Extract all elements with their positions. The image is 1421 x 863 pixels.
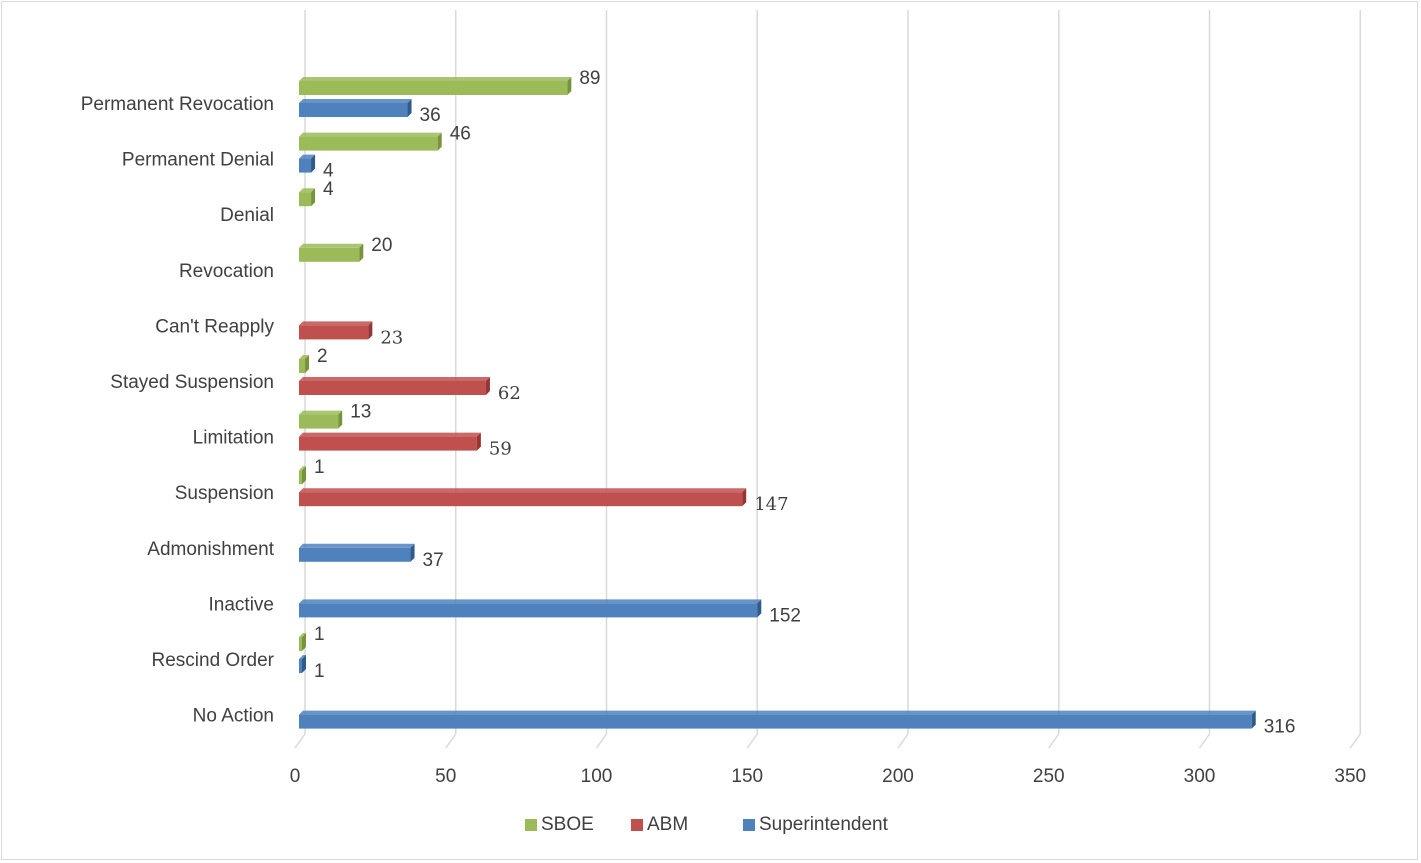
category-label-can-t-reapply: Can't Reapply — [155, 316, 274, 337]
category-label-stayed-suspension: Stayed Suspension — [110, 372, 274, 393]
bars — [299, 77, 1256, 729]
bar-superintendent-no-action — [299, 710, 1256, 729]
bar-superintendent-admonishment — [299, 543, 415, 562]
legend-swatch-superintendent — [743, 819, 755, 831]
legend: SBOE ABM Superintendent — [525, 814, 889, 835]
data-label-sboe-revocation: 20 — [371, 235, 392, 256]
x-tick-label-100: 100 — [581, 766, 613, 787]
category-label-revocation: Revocation — [179, 261, 274, 282]
bar-sboe-stayed-suspension — [299, 355, 310, 373]
bar-sboe-revocation — [299, 243, 364, 262]
data-label-sboe-limitation: 13 — [350, 402, 371, 423]
data-label-sboe-denial: 4 — [323, 179, 334, 200]
data-label-abm-can-t-reapply: 23 — [380, 327, 403, 348]
bar-superintendent-permanent-revocation — [299, 99, 412, 117]
bar-abm-can-t-reapply — [299, 321, 373, 340]
bar-sboe-rescind-order — [299, 633, 307, 651]
data-label-superintendent-admonishment: 37 — [423, 550, 444, 571]
gridline-100 — [595, 10, 608, 749]
legend-label-sboe: SBOE — [541, 814, 594, 835]
category-label-permanent-revocation: Permanent Revocation — [81, 94, 274, 115]
x-tick-label-50: 50 — [435, 766, 456, 787]
legend-item-superintendent: Superintendent — [743, 814, 889, 835]
bar-superintendent-rescind-order — [299, 655, 307, 673]
gridline-150 — [746, 10, 758, 749]
legend-item-sboe: SBOE — [525, 814, 594, 835]
category-label-admonishment: Admonishment — [147, 539, 274, 560]
gridline-250 — [1048, 10, 1060, 749]
x-axis: 0 50 100 150 200 250 300 350 — [290, 766, 1366, 787]
gridlines — [294, 10, 1361, 749]
legend-label-abm: ABM — [647, 814, 688, 835]
data-label-sboe-permanent-denial: 46 — [450, 124, 471, 145]
data-label-abm-limitation: 59 — [489, 439, 512, 460]
legend-item-abm: ABM — [631, 814, 688, 835]
data-label-sboe-rescind-order: 1 — [314, 624, 325, 645]
bar-sboe-suspension — [299, 466, 307, 485]
data-label-superintendent-rescind-order: 1 — [314, 661, 325, 682]
x-tick-label-150: 150 — [731, 766, 763, 787]
bar-sboe-limitation — [299, 410, 343, 429]
bar-sboe-permanent-denial — [299, 132, 442, 151]
legend-label-superintendent: Superintendent — [759, 814, 889, 835]
bar-sboe-permanent-revocation — [299, 77, 572, 95]
data-label-abm-stayed-suspension: 62 — [498, 383, 521, 404]
x-tick-label-300: 300 — [1184, 766, 1216, 787]
category-label-inactive: Inactive — [209, 594, 274, 615]
bar-superintendent-inactive — [299, 599, 762, 618]
bar-sboe-denial — [299, 188, 316, 207]
category-label-permanent-denial: Permanent Denial — [122, 150, 274, 171]
category-label-limitation: Limitation — [193, 428, 274, 449]
category-labels: Permanent Revocation Permanent Denial Deni… — [81, 94, 275, 727]
gridline-200 — [897, 10, 909, 749]
data-label-superintendent-inactive: 152 — [769, 605, 801, 626]
bar-abm-stayed-suspension — [299, 377, 490, 395]
x-tick-label-250: 250 — [1033, 766, 1065, 787]
bar-abm-suspension — [299, 488, 747, 507]
data-label-superintendent-permanent-revocation: 36 — [420, 105, 441, 126]
category-label-suspension: Suspension — [175, 483, 274, 504]
data-label-sboe-permanent-revocation: 89 — [579, 68, 600, 89]
legend-swatch-abm — [631, 819, 643, 831]
data-label-sboe-suspension: 1 — [314, 457, 325, 478]
bar-superintendent-permanent-denial — [299, 154, 316, 173]
data-labels: 89 36 46 44 20 23 2 62 13 59 1 147 37 152 1 1 316 — [314, 68, 1295, 738]
gridline-350 — [1349, 10, 1361, 749]
category-label-no-action: No Action — [193, 706, 274, 727]
legend-swatch-sboe — [525, 819, 537, 831]
data-label-abm-suspension: 147 — [754, 494, 788, 515]
data-label-superintendent-no-action: 316 — [1264, 717, 1296, 738]
gridline-300 — [1198, 10, 1211, 749]
data-label-superintendent-permanent-denial: 4 — [323, 161, 334, 182]
bar-abm-limitation — [299, 432, 481, 451]
x-tick-label-350: 350 — [1334, 766, 1366, 787]
category-label-rescind-order: Rescind Order — [152, 650, 275, 671]
x-tick-label-200: 200 — [882, 766, 914, 787]
category-label-denial: Denial — [220, 205, 274, 226]
data-label-sboe-stayed-suspension: 2 — [317, 346, 328, 367]
x-tick-label-0: 0 — [290, 766, 301, 787]
